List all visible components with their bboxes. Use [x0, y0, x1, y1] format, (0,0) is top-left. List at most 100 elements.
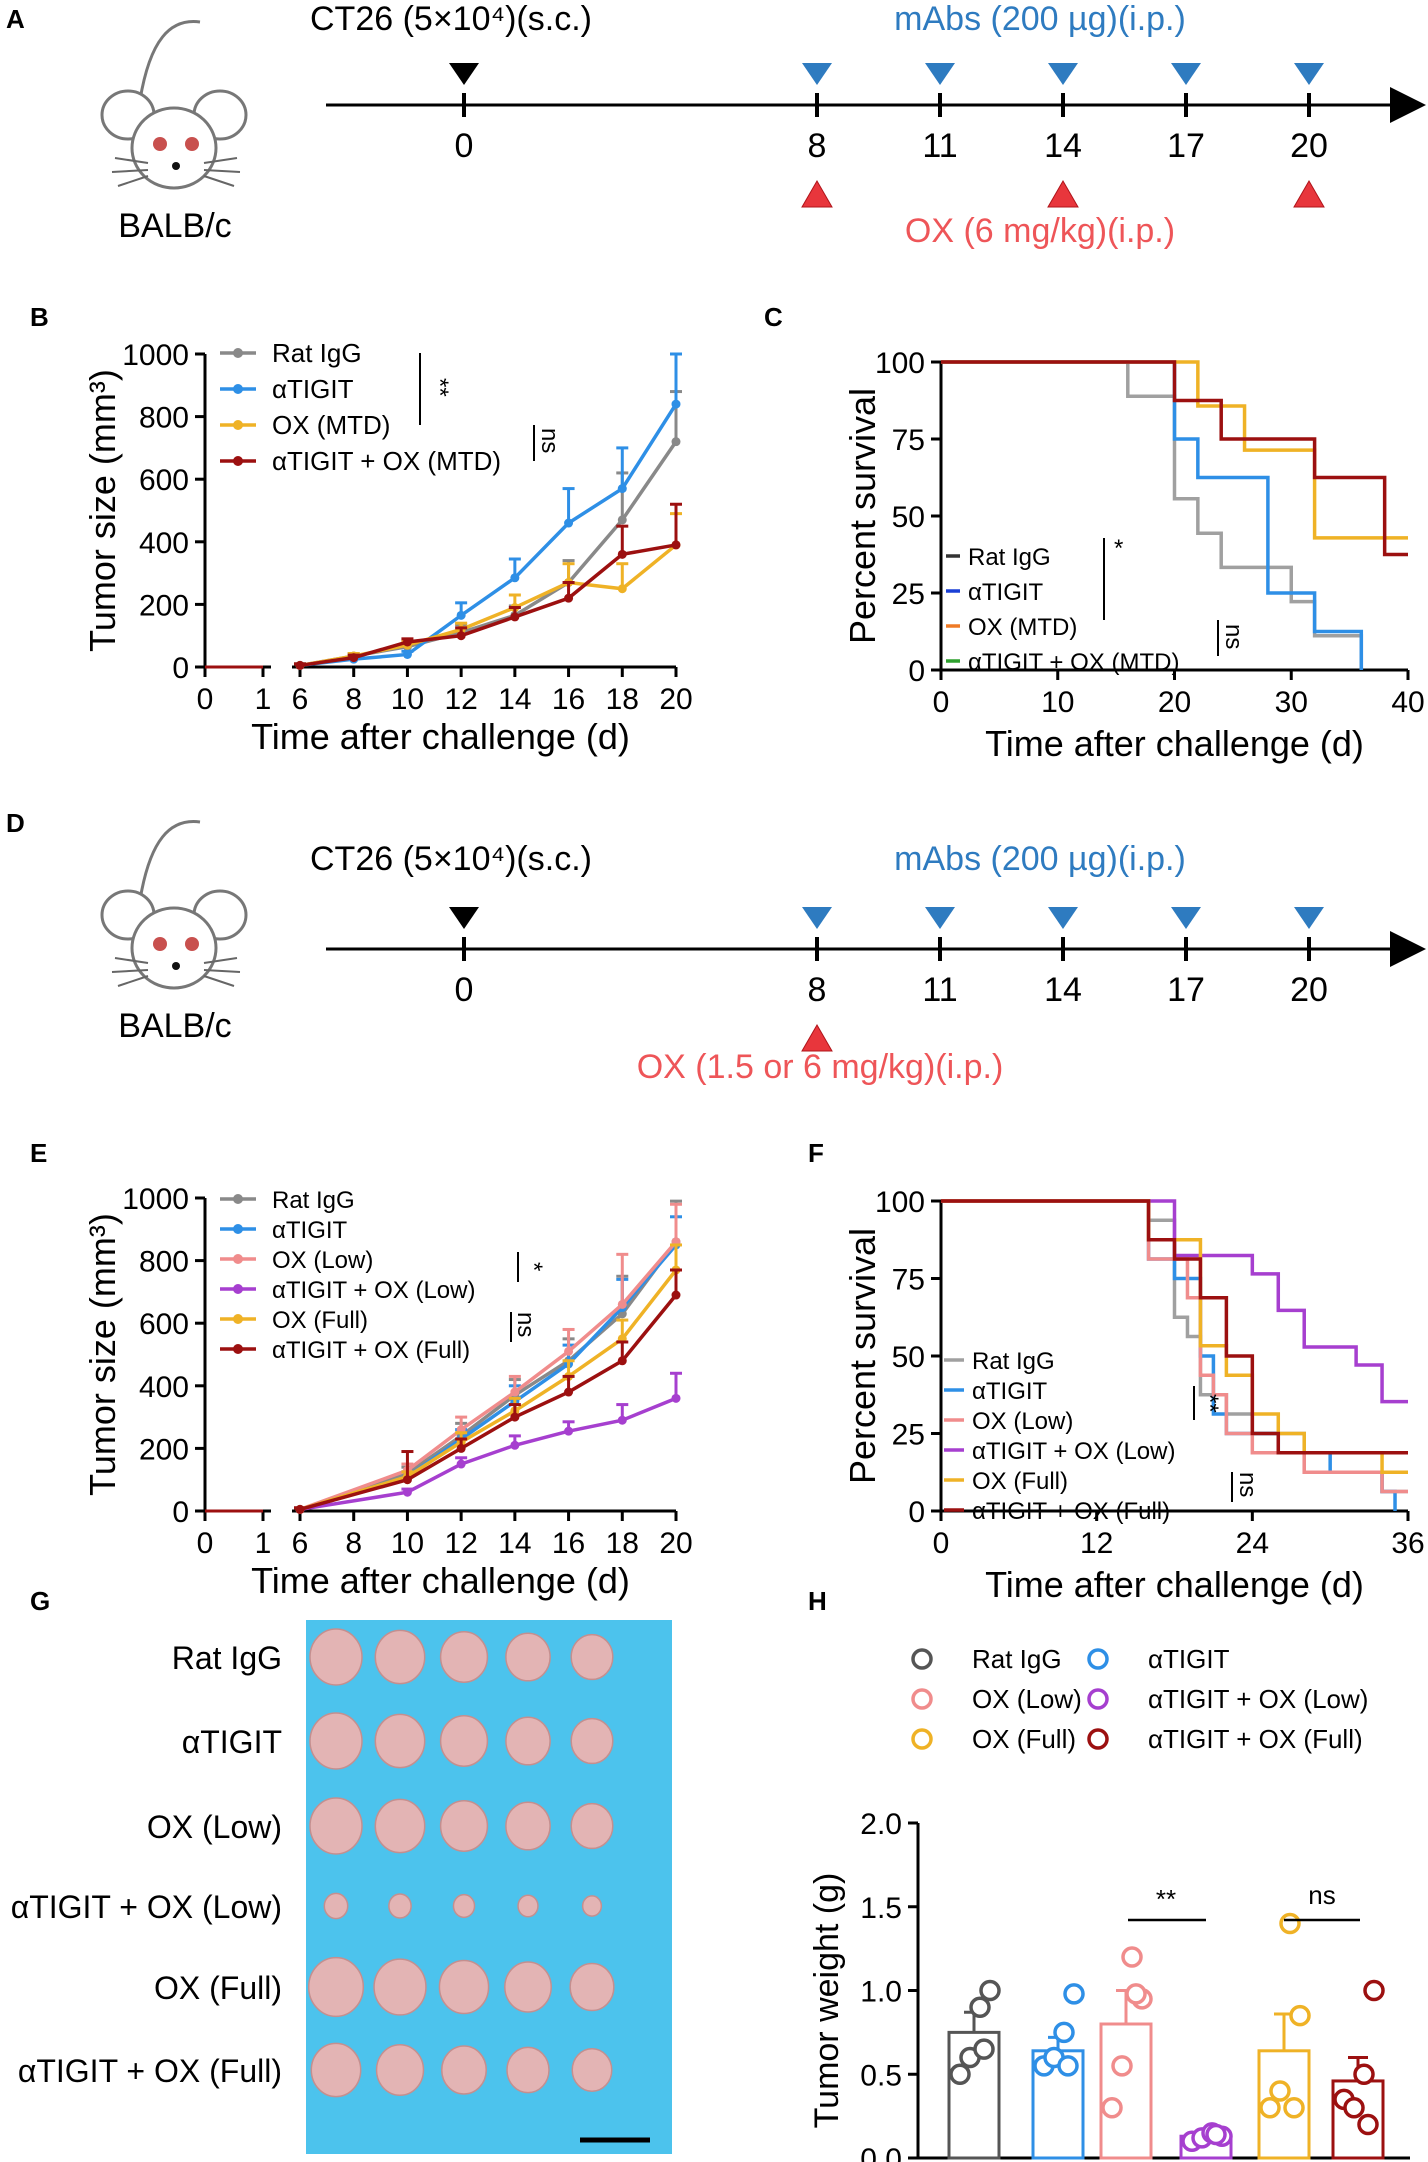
legend-label: Rat IgG: [968, 544, 1051, 571]
ox-label-a: OX (6 mg/kg)(i.p.): [905, 212, 1175, 250]
legend-marker: [233, 1254, 243, 1264]
sig-label: ns: [536, 428, 563, 453]
panel-label-f: F: [808, 1138, 824, 1168]
y-tick-label: 50: [892, 501, 925, 534]
x-tick-label: 40: [1391, 686, 1424, 719]
tumor-sample: [388, 1893, 412, 1919]
x-tick-label: 20: [659, 1527, 692, 1560]
row-label: αTIGIT: [182, 1724, 282, 1760]
mabs-label-a: mAbs (200 µg)(i.p.): [894, 0, 1186, 38]
data-point: [973, 2038, 995, 2060]
tumor-sample: [570, 1802, 614, 1850]
data-point: [564, 518, 574, 528]
mab-dose-marker: [1048, 63, 1078, 85]
data-point: [456, 1443, 466, 1453]
legend-label: αTIGIT: [272, 1217, 348, 1244]
tumor-sample: [505, 1632, 551, 1682]
row-label: OX (Low): [147, 1809, 282, 1845]
x-tick-label: 20: [1158, 686, 1191, 719]
timeline-day-label: 11: [922, 971, 957, 1009]
y-tick-label: 800: [139, 402, 189, 435]
x-tick-label: 10: [391, 1527, 424, 1560]
mab-dose-marker: [1294, 907, 1324, 929]
x-tick-label: 0: [197, 1527, 214, 1560]
tumor-sample: [570, 1633, 614, 1681]
timeline-day-label: 0: [455, 971, 474, 1009]
sig-label: **: [1196, 1394, 1223, 1413]
timeline-day-label: 17: [1167, 971, 1205, 1009]
legend-label: OX (Low): [972, 1408, 1073, 1435]
x-axis-title: Time after challenge (d): [251, 1560, 630, 1601]
data-point: [1289, 2004, 1311, 2027]
y-tick-label: 600: [139, 464, 189, 497]
legend-label: αTIGIT + OX (Low): [272, 1277, 475, 1304]
y-tick-label: 0: [172, 1496, 189, 1529]
timeline-d: CT26 (5×10⁴)(s.c.) mAbs (200 µg)(i.p.) O…: [310, 840, 1426, 1086]
mab-dose-marker: [1294, 63, 1324, 85]
x-tick-label: 6: [292, 1527, 309, 1560]
tumor-sample: [307, 1956, 365, 2018]
mab-dose-marker: [1171, 907, 1201, 929]
data-point: [402, 649, 412, 659]
tumor-sample: [439, 1800, 489, 1852]
survival-curve: [941, 360, 1364, 670]
timeline-day-label: 14: [1044, 127, 1082, 165]
mab-dose-marker: [1171, 63, 1201, 85]
strain-label-d: BALB/c: [118, 1007, 231, 1045]
tumor-sample: [309, 1712, 363, 1770]
panel-label-h: H: [808, 1586, 827, 1616]
legend-label: αTIGIT + OX (Full): [972, 1498, 1170, 1525]
y-axis-title: Percent survival: [842, 1228, 883, 1484]
mabs-label-d: mAbs (200 µg)(i.p.): [894, 840, 1186, 878]
row-label: Rat IgG: [172, 1640, 282, 1676]
sig-label: *: [1114, 535, 1123, 562]
data-point: [969, 1996, 991, 2018]
survival-curve: [941, 1199, 1408, 1404]
mab-dose-marker: [802, 63, 832, 85]
tumor-sample: [581, 1895, 603, 1917]
legend-label: αTIGIT + OX (Low): [1148, 1684, 1368, 1714]
data-point: [1101, 2097, 1123, 2119]
tumor-sample: [309, 1797, 363, 1855]
y-tick-label: 50: [892, 1341, 925, 1374]
legend-marker: [1087, 1648, 1109, 1670]
data-point: [564, 1387, 574, 1397]
x-tick-label: 12: [444, 1527, 477, 1560]
legend-label: αTIGIT + OX (Full): [1148, 1724, 1363, 1754]
mab-dose-marker: [925, 63, 955, 85]
tumor-sample: [506, 2046, 550, 2094]
panel-label-c: C: [764, 302, 783, 332]
x-tick-label: 14: [498, 683, 531, 716]
legend-marker: [233, 384, 243, 394]
data-point: [295, 1504, 305, 1514]
row-label: αTIGIT + OX (Low): [11, 1889, 282, 1925]
chart-e: 0 200 400 600 800 1000 0 1 6 8 10 12 14 16 18 20 Time af…: [82, 1183, 693, 1601]
tumor-sample: [517, 1894, 539, 1918]
data-point: [564, 1346, 574, 1356]
tumor-sample: [323, 1892, 349, 1920]
x-tick-label: 14: [498, 1527, 531, 1560]
data-point: [295, 660, 305, 670]
data-point: [949, 2063, 971, 2085]
tumor-sample: [505, 1801, 551, 1851]
y-tick-label: 0.0: [860, 2143, 902, 2162]
y-tick-label: 2.0: [860, 1808, 902, 1841]
x-tick-label: 30: [1275, 686, 1308, 719]
data-point: [402, 1487, 412, 1497]
tumor-photo: Rat IgG αTIGIT OX (Low) αTIGIT + OX (Low) OX…: [11, 1620, 672, 2154]
data-point: [510, 1387, 520, 1397]
legend-label: αTIGIT: [272, 374, 354, 404]
injection-marker: [449, 907, 479, 929]
tumor-sample: [569, 1962, 615, 2012]
legend-marker: [911, 1728, 933, 1750]
legend-label: Rat IgG: [972, 1348, 1055, 1375]
data-point: [1121, 1946, 1143, 1968]
x-tick-label: 18: [606, 1527, 639, 1560]
tumor-sample: [504, 1961, 552, 2013]
data-point: [617, 1299, 627, 1309]
legend-marker: [233, 1344, 243, 1354]
y-tick-label: 0.5: [860, 2059, 902, 2092]
tumor-sample: [438, 1959, 490, 2015]
data-point: [617, 515, 627, 525]
data-point: [1363, 1979, 1385, 2002]
